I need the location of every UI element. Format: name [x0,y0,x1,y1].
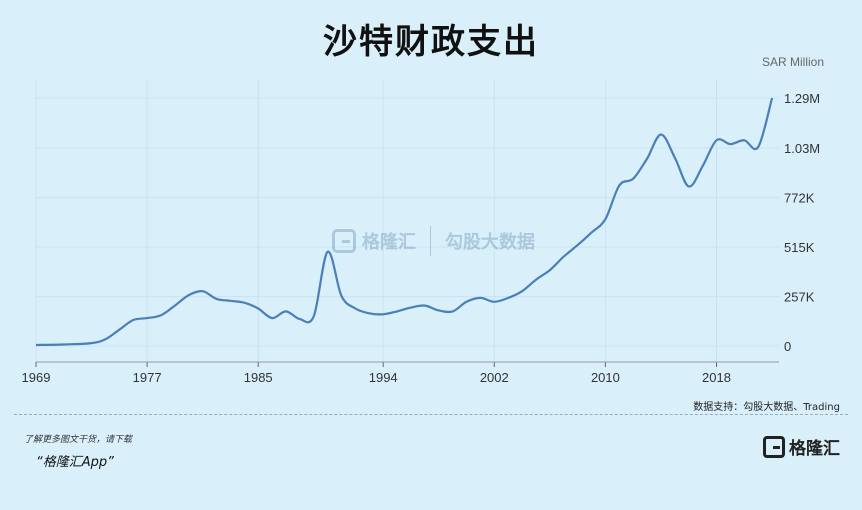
y-tick-label: 0 [784,339,791,354]
watermark: 格隆汇 勾股大数据 [332,226,535,256]
chart-axis [35,80,779,367]
watermark-name: 格隆汇 [362,232,416,253]
app-name: “格隆汇App” [36,455,114,470]
x-tick-labels: 1969 1977 1985 1994 2002 2010 2018 [22,370,731,385]
footer-divider [14,414,848,415]
watermark-name-secondary: 勾股大数据 [445,232,535,253]
chart-title: 沙特财政支出 [323,22,539,62]
y-tick-label: 515K [784,240,815,255]
y-tick-label: 1.03M [784,141,820,156]
chart-series [35,97,774,347]
y-tick-label: 772K [784,191,815,206]
brand-name: 格隆汇 [789,439,840,459]
line-chart: 0 257K 515K 772K 1.03M 1.29M 1969 1977 1985 1994… [22,80,820,385]
x-tick-label: 2002 [480,370,509,385]
data-source: 数据支持：勾股大数据、Trading [693,402,840,413]
x-tick-label: 2018 [702,370,731,385]
series-line [35,97,774,347]
y-tick-label: 1.29M [784,91,820,106]
download-hint: 了解更多图文干货，请下载 [24,435,133,445]
x-tick-label: 1985 [244,370,273,385]
y-tick-label: 257K [784,290,815,305]
watermark-divider [430,226,431,256]
y-axis-unit: SAR Million [761,55,824,69]
chart-grid [35,80,779,362]
x-tick-label: 1969 [22,370,51,385]
gelonghui-logo-icon [332,229,356,253]
x-tick-label: 1977 [133,370,162,385]
x-tick-label: 2010 [591,370,620,385]
y-tick-labels: 0 257K 515K 772K 1.03M 1.29M [784,91,820,354]
brand-logo-icon [763,435,785,458]
brand: 格隆汇 [763,434,840,459]
x-tick-label: 1994 [369,370,398,385]
